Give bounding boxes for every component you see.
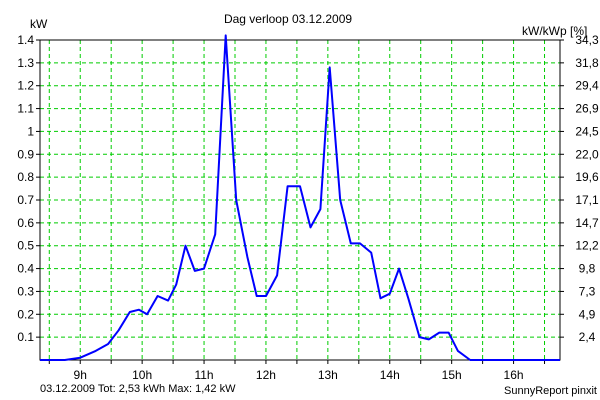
y-left-tick-label: 0.1 [17,330,34,344]
y-left-tick-label: 1 [27,124,34,138]
y-right-tick-label: 12,2 [575,239,599,253]
y-left-tick-label: 1.3 [17,56,34,70]
y-left-tick-label: 0.2 [17,307,34,321]
y-right-tick-label: 29,4 [575,79,599,93]
y-right-tick-label: 7,3 [579,284,596,298]
y-right-tick-label: 34,3 [575,33,599,47]
footer-credit: SunnyReport pinxit [504,385,597,397]
y-left-tick-label: 1.2 [17,79,34,93]
y-left-tick-label: 0.4 [17,262,34,276]
x-tick-label: 15h [442,368,462,382]
y-left-tick-label: 1.1 [17,102,34,116]
y-axis-right-label: kW/kWp [%] [522,24,587,38]
y-right-tick-label: 9,8 [579,262,596,276]
y-left-tick-label: 0.6 [17,216,34,230]
x-tick-label: 12h [256,368,276,382]
chart-title: Dag verloop 03.12.2009 [224,12,352,26]
y-right-tick-label: 2,4 [579,330,596,344]
y-left-tick-label: 0.8 [17,170,34,184]
footer-summary: 03.12.2009 Tot: 2,53 kWh Max: 1,42 kW [40,383,236,395]
series-line [40,34,560,361]
y-axis-left-label: kW [30,17,48,31]
grid [40,39,560,360]
y-left-tick-label: 0.3 [17,284,34,298]
y-axis-left: 0.1 0.2 0.3 0.4 0.5 0.6 0.7 0.8 0.9 1 1.1 1.2 1.3 1.4 [17,33,40,344]
y-right-tick-label: 19,6 [575,170,599,184]
y-right-tick-label: 14,7 [575,216,599,230]
y-right-tick-label: 24,5 [575,124,599,138]
x-tick-label: 10h [132,368,152,382]
y-left-tick-label: 1.4 [17,33,34,47]
x-tick-label: 11h [194,368,213,382]
x-axis: 9h 10h 11h 12h 13h 14h 15h 16h [48,360,546,382]
x-tick-label: 9h [74,368,87,382]
y-left-tick-label: 0.7 [17,193,34,207]
y-right-tick-label: 4,9 [579,307,596,321]
x-tick-label: 13h [318,368,338,382]
y-axis-right: 2,4 4,9 7,3 9,8 12,2 14,7 17,1 19,6 22,0 24,5 26,9… [560,33,599,344]
x-tick-label: 16h [504,368,524,382]
y-right-tick-label: 17,1 [575,193,599,207]
x-tick-label: 14h [380,368,400,382]
y-right-tick-label: 26,9 [575,102,599,116]
y-right-tick-label: 31,8 [575,56,599,70]
y-right-tick-label: 22,0 [575,147,599,161]
y-left-tick-label: 0.5 [17,239,34,253]
y-left-tick-label: 0.9 [17,147,34,161]
